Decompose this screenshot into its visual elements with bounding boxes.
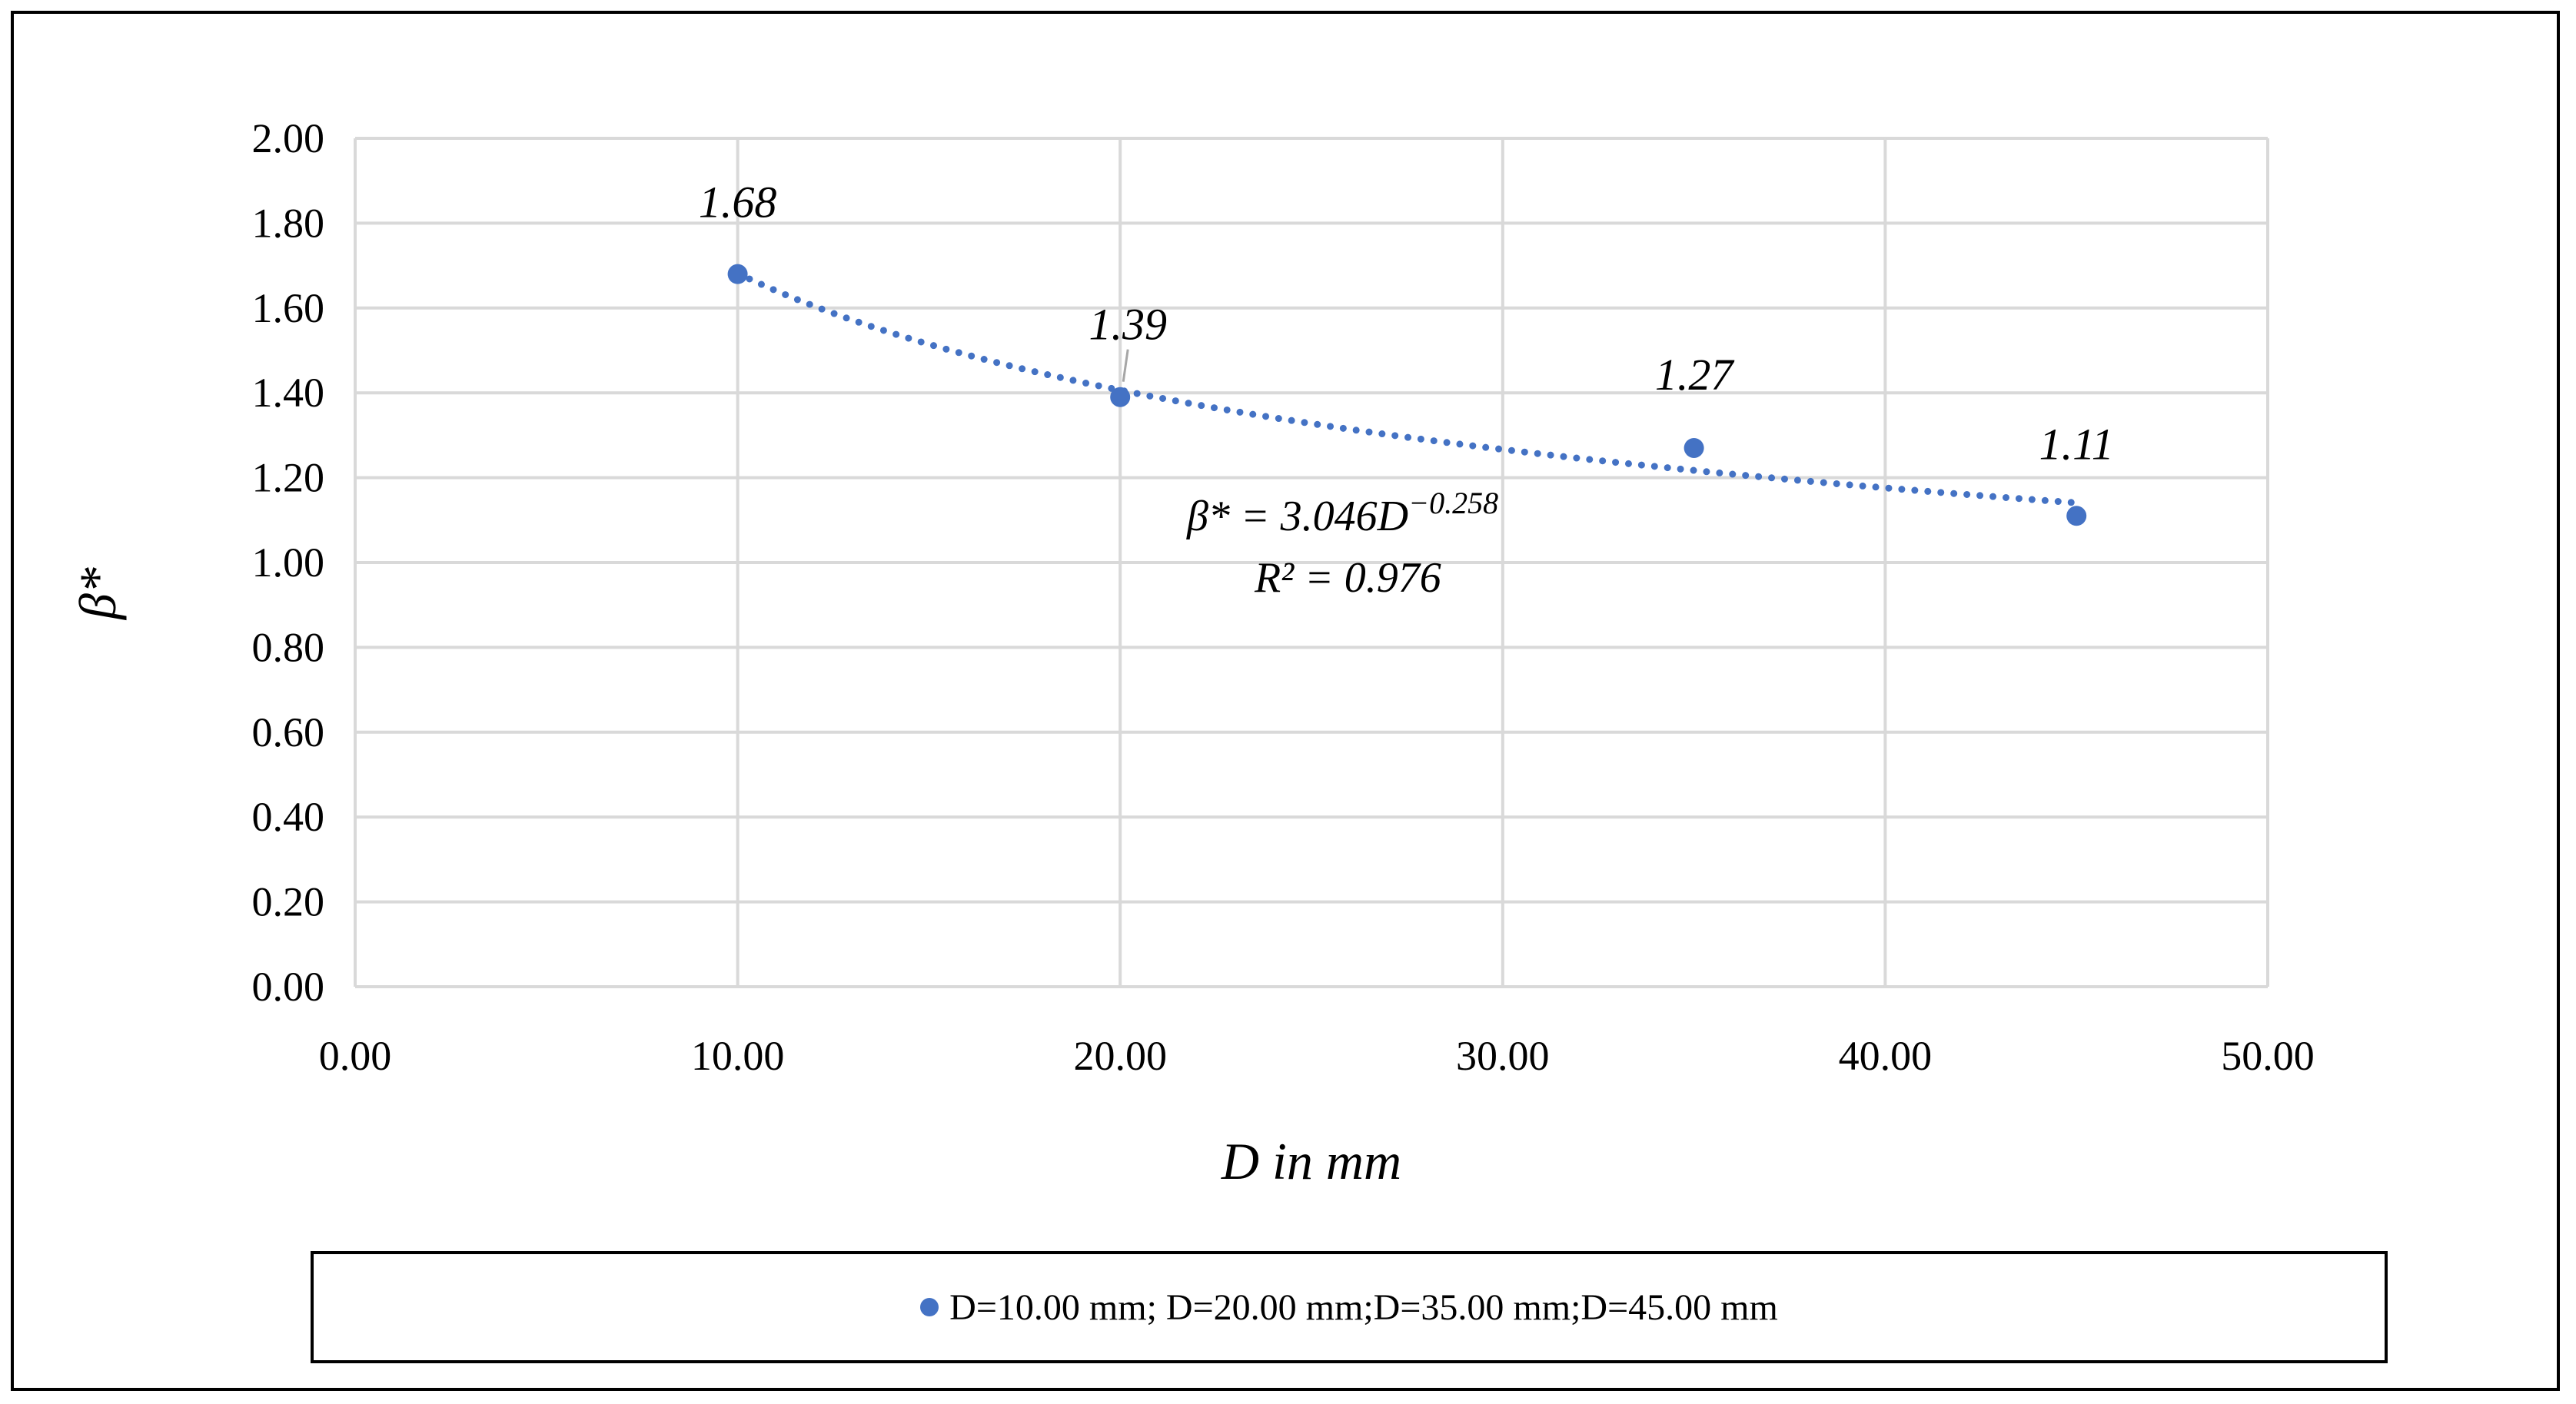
data-point — [1684, 437, 1704, 458]
y-tick-label: 0.60 — [252, 709, 325, 755]
x-tick-label: 0.00 — [319, 1033, 392, 1079]
data-point — [2066, 506, 2087, 526]
x-tick-label: 40.00 — [1839, 1033, 1933, 1079]
trendline-equation: β* = 3.046D−0.258 — [1186, 486, 1498, 540]
legend-label: D=10.00 mm; D=20.00 mm;D=35.00 mm;D=45.0… — [949, 1286, 1778, 1328]
data-label: 1.11 — [2039, 419, 2114, 469]
data-label: 1.27 — [1655, 350, 1735, 400]
chart-frame: 0.00 0.20 0.40 0.60 0.80 1.00 1.20 1.40 1.60 1.80… — [11, 11, 2560, 1391]
y-axis-title: β* — [68, 567, 127, 621]
trendline — [734, 270, 2080, 506]
y-tick-label: 2.00 — [252, 115, 325, 161]
data-point — [1110, 387, 1131, 407]
data-label: 1.68 — [699, 178, 777, 227]
y-tick-label: 1.00 — [252, 539, 325, 586]
data-label: 1.39 — [1089, 300, 1167, 350]
y-tick-label: 1.80 — [252, 200, 325, 246]
x-axis-title: D in mm — [1221, 1132, 1401, 1190]
data-points — [727, 264, 2087, 526]
data-label-leader — [1122, 349, 1129, 382]
x-tick-label: 20.00 — [1073, 1033, 1167, 1079]
x-tick-label: 50.00 — [2221, 1033, 2315, 1079]
trendline-equation-base: β* = 3.046D — [1186, 493, 1408, 540]
tick-labels: 0.00 0.20 0.40 0.60 0.80 1.00 1.20 1.40 1.60 1.80… — [252, 115, 2315, 1079]
trendline-group — [734, 270, 2080, 506]
y-tick-label: 0.80 — [252, 624, 325, 670]
data-labels: 1.68 1.39 1.27 1.11 — [699, 178, 2114, 470]
y-tick-label: 1.60 — [252, 285, 325, 331]
plot-area: 0.00 0.20 0.40 0.60 0.80 1.00 1.20 1.40 1.60 1.80… — [68, 115, 2315, 1190]
y-tick-label: 0.20 — [252, 879, 325, 925]
y-tick-label: 0.40 — [252, 794, 325, 840]
legend-marker-icon — [920, 1298, 939, 1316]
y-tick-label: 1.20 — [252, 455, 325, 501]
y-tick-label: 1.40 — [252, 370, 325, 416]
x-tick-label: 10.00 — [691, 1033, 785, 1079]
legend: D=10.00 mm; D=20.00 mm;D=35.00 mm;D=45.0… — [311, 1251, 2388, 1363]
gridlines — [354, 137, 2269, 988]
trendline-r-squared: R² = 0.976 — [1254, 554, 1441, 602]
x-tick-label: 30.00 — [1456, 1033, 1550, 1079]
data-point — [727, 264, 748, 284]
y-tick-label: 0.00 — [252, 964, 325, 1010]
trendline-equation-exponent: −0.258 — [1408, 486, 1498, 520]
